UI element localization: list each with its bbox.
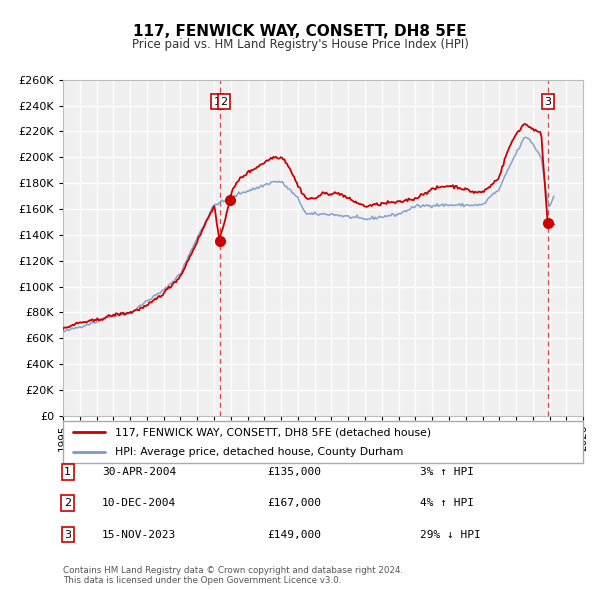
Text: £149,000: £149,000 <box>267 530 321 539</box>
Text: 2: 2 <box>64 499 71 508</box>
Text: £167,000: £167,000 <box>267 499 321 508</box>
Text: 117, FENWICK WAY, CONSETT, DH8 5FE (detached house): 117, FENWICK WAY, CONSETT, DH8 5FE (deta… <box>115 427 431 437</box>
FancyBboxPatch shape <box>63 421 583 463</box>
Text: 4% ↑ HPI: 4% ↑ HPI <box>420 499 474 508</box>
Text: 3% ↑ HPI: 3% ↑ HPI <box>420 467 474 477</box>
Text: 1: 1 <box>214 97 221 107</box>
Text: 3: 3 <box>545 97 551 107</box>
Text: 10-DEC-2004: 10-DEC-2004 <box>102 499 176 508</box>
Text: £135,000: £135,000 <box>267 467 321 477</box>
Text: 117, FENWICK WAY, CONSETT, DH8 5FE: 117, FENWICK WAY, CONSETT, DH8 5FE <box>133 24 467 38</box>
Text: 1: 1 <box>64 467 71 477</box>
Text: 30-APR-2004: 30-APR-2004 <box>102 467 176 477</box>
Text: Contains HM Land Registry data © Crown copyright and database right 2024.
This d: Contains HM Land Registry data © Crown c… <box>63 566 403 585</box>
Text: 29% ↓ HPI: 29% ↓ HPI <box>420 530 481 539</box>
Text: HPI: Average price, detached house, County Durham: HPI: Average price, detached house, Coun… <box>115 447 403 457</box>
Text: 2: 2 <box>220 97 227 107</box>
Text: 3: 3 <box>64 530 71 539</box>
Text: Price paid vs. HM Land Registry's House Price Index (HPI): Price paid vs. HM Land Registry's House … <box>131 38 469 51</box>
Text: 15-NOV-2023: 15-NOV-2023 <box>102 530 176 539</box>
